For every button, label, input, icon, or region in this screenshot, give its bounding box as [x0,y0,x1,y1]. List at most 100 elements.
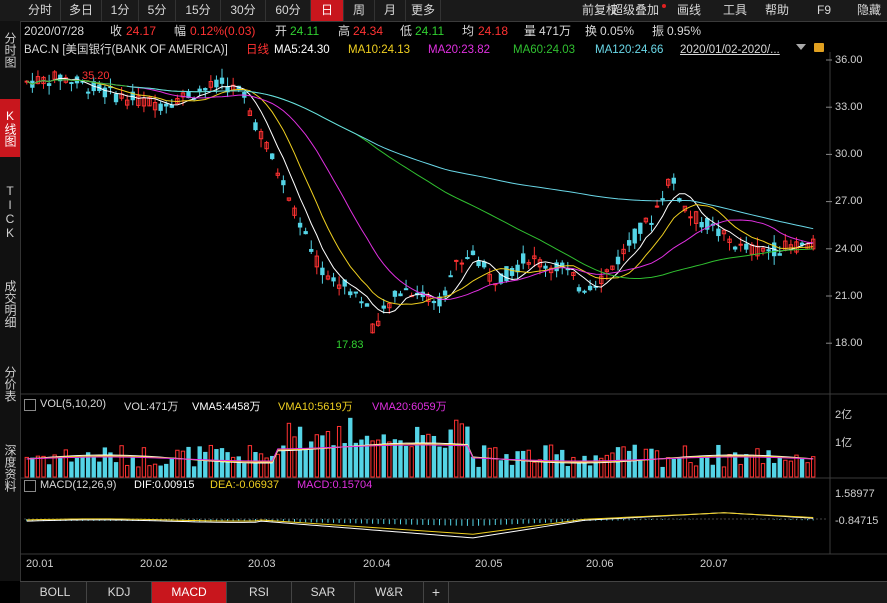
volume-bar [560,449,565,478]
candle-body [152,102,158,111]
toolbar-item-30min[interactable]: 30分 [221,0,266,21]
volume-bar [264,457,269,478]
toolbar-item-weekly[interactable]: 周 [344,0,375,21]
candle-body [136,95,141,106]
volume-bar [576,461,582,478]
volume-bar [125,464,130,478]
volume-bar [30,457,35,478]
tab-boll[interactable]: BOLL [24,582,87,603]
volume-bar [487,447,492,478]
tab-wr[interactable]: W&R [355,582,424,603]
candle-body [799,242,805,246]
candle-body [621,248,626,255]
volume-bar [214,449,219,478]
vma5-label: VMA5:4458万 [192,401,261,413]
volume-bar [732,452,738,478]
lock-icon[interactable] [814,43,824,52]
sidebar-item-fenshi[interactable]: 分时图 [3,32,17,68]
price-axis-18: 18.00 [835,337,863,349]
date-range-label[interactable]: 2020/01/02-2020/... [680,44,780,56]
volume-bar [794,454,799,478]
tab-sar[interactable]: SAR [292,582,355,603]
sidebar-item-deep-data[interactable]: 深度资料 [3,444,17,492]
volume-bar [236,456,241,478]
volume-bar [571,456,576,478]
price-axis-27: 27.00 [835,195,863,207]
toolbar-help[interactable]: 帮助 [764,3,789,17]
volume-bar [219,448,225,478]
sidebar-item-price-table[interactable]: 分价表 [3,366,17,402]
sidebar-item-kline[interactable]: K线图 [0,99,20,157]
sidebar-item-tick[interactable]: TICK [3,184,17,240]
candle-body [448,275,453,278]
high-value: 24.34 [353,24,384,38]
vol-settings-icon[interactable] [24,399,36,411]
toolbar-item-more[interactable]: 更多 [406,0,441,21]
candle-body [459,262,465,265]
volume-bar [654,450,660,478]
toolbar-item-monthly[interactable]: 月 [375,0,406,21]
candle-body [582,290,587,293]
volume-bar [643,448,649,478]
toolbar-item-fenshi[interactable]: 分时 [20,0,61,21]
volume-bar [671,458,676,478]
macd-title: MACD(12,26,9) [40,479,117,491]
tab-kdj[interactable]: KDJ [87,582,152,603]
toolbar-draw[interactable]: 画线 [676,3,701,17]
candle-body [331,277,336,282]
candle-body [46,83,52,86]
candle-body [487,273,492,282]
candle-body [69,82,74,85]
volume-bar [85,452,91,478]
amplitude-value: 0.95% [667,24,702,38]
volume-bar [610,452,615,478]
dea-line [26,512,814,535]
candle-body [571,272,576,277]
toolbar-item-5min[interactable]: 5分 [139,0,176,21]
volume-bar [175,449,180,478]
macd-axis-bottom: -0.84715 [835,515,879,527]
volume-bar [498,460,504,478]
range-dropdown-icon[interactable] [796,44,806,50]
candle-body [141,97,147,107]
add-tab-button[interactable]: + [424,582,449,603]
volume-bar [398,440,403,478]
ma120-label: MA120:24.66 [595,44,664,56]
volume-bar [314,434,319,478]
volume-bar [805,462,810,478]
volume-bar [169,457,174,478]
toolbar-hide[interactable]: 隐藏 [856,3,881,17]
toolbar-item-multiday[interactable]: 多日 [61,0,102,21]
toolbar-item-1min[interactable]: 1分 [102,0,139,21]
volume-bar [225,452,230,478]
volume-bar [113,462,119,478]
volume-bar [331,445,336,478]
toolbar-item-daily[interactable]: 日 [311,0,344,21]
toolbar-tools[interactable]: 工具 [722,3,747,17]
volume-bar [74,457,80,478]
toolbar-item-15min[interactable]: 15分 [176,0,221,21]
close-label: 收 [110,24,123,38]
tab-macd[interactable]: MACD [152,582,227,603]
sidebar-item-detail[interactable]: 成交明细 [3,280,17,328]
candle-body [688,216,693,219]
volume-bar [738,463,743,478]
toolbar-fuquan[interactable]: 前复权 [581,3,618,17]
toolbar-item-60min[interactable]: 60分 [266,0,311,21]
candle-body [465,257,470,260]
open-label: 开 [275,24,288,38]
volume-bar [660,466,665,478]
candle-body [638,222,643,234]
candle-body [247,110,253,116]
candle-body [521,253,526,264]
toolbar-overlay[interactable]: 超级叠加 [610,3,659,17]
tab-rsi[interactable]: RSI [227,582,292,603]
indicator-tabs: BOLL KDJ MACD RSI SAR W&R + [20,581,887,603]
vma20-line [26,444,814,462]
high-label: 高 [338,24,351,38]
candle-body [35,76,41,85]
volume-bar [465,426,470,478]
volume-bar [52,454,57,478]
toolbar-f9[interactable]: F9 [816,3,831,17]
macd-settings-icon[interactable] [24,480,36,492]
